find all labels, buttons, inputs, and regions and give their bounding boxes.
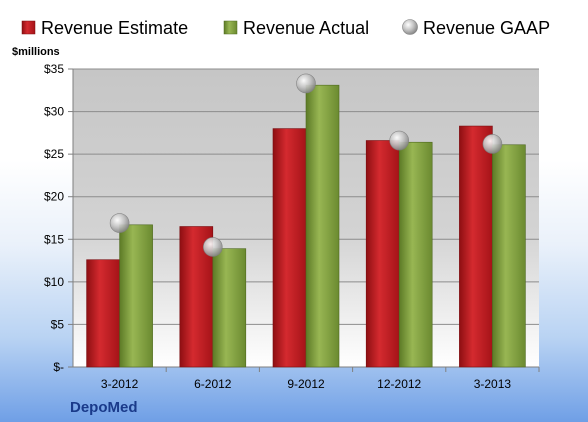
legend-item-gaap: Revenue GAAP [402,18,550,38]
bar-revenue-actual [492,144,526,368]
x-tick-label: 12-2012 [377,377,421,391]
y-tick-label: $10 [44,275,64,289]
x-axis-ticks: 3-2012 6-2012 9-2012 12-2012 3-2013 [73,366,540,391]
bar-revenue-actual [119,224,153,368]
y-tick-label: $20 [44,190,64,204]
y-axis-unit-label: $millions [12,46,60,58]
bar-revenue-estimate [365,140,400,368]
x-tick-label: 9-2012 [287,377,325,391]
bar-revenue-estimate [86,259,120,368]
legend: Revenue Estimate Revenue Actual Revenue … [21,18,550,38]
bars [86,84,526,368]
legend-swatch-actual [223,20,238,35]
x-tick-label: 3-2012 [101,377,139,391]
bar-revenue-actual [398,141,433,368]
legend-swatch-estimate [21,20,36,35]
marker-revenue-gaap [203,237,223,257]
marker-revenue-gaap [482,134,503,154]
y-tick-label: $25 [44,147,64,161]
legend-item-estimate: Revenue Estimate [21,18,188,38]
x-tick-label: 3-2013 [474,377,512,391]
x-tick-label: 6-2012 [194,377,232,391]
marker-revenue-gaap [109,213,130,233]
legend-label-gaap: Revenue GAAP [423,18,550,38]
gaap-markers [109,73,503,257]
y-tick-label: $- [53,360,64,374]
bar-revenue-estimate [272,128,307,368]
legend-label-estimate: Revenue Estimate [41,18,188,38]
bar-revenue-actual [212,248,247,368]
y-tick-label: $35 [44,62,64,76]
y-axis-ticks: $- $5 $10 $15 $20 $25 $30 $35 [44,62,74,374]
legend-item-actual: Revenue Actual [223,18,369,38]
y-tick-label: $5 [51,317,65,331]
y-tick-label: $30 [44,105,64,119]
y-tick-label: $15 [44,232,64,246]
company-name: DepoMed [70,399,138,416]
marker-revenue-gaap [389,130,410,151]
legend-swatch-gaap [402,19,418,35]
marker-revenue-gaap [296,73,316,94]
bar-revenue-estimate [459,125,493,368]
legend-label-actual: Revenue Actual [243,18,369,38]
bar-revenue-actual [305,84,340,368]
